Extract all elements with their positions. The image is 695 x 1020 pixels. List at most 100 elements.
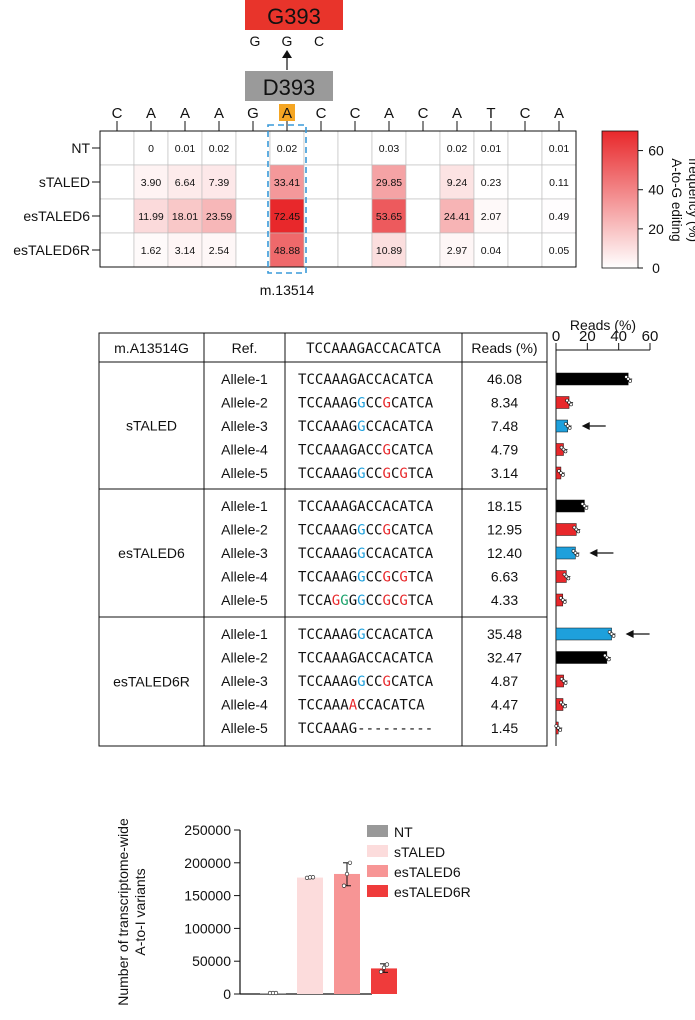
sequence-base: C xyxy=(391,466,399,482)
sequence-base: A xyxy=(340,372,349,388)
group-label: esTALED6R xyxy=(113,674,190,690)
sequence-base: A xyxy=(323,499,332,515)
sequence-base: G xyxy=(349,627,357,643)
sequence-base: T xyxy=(408,523,417,539)
sequence-base: C xyxy=(391,627,399,643)
sequence-base: C xyxy=(366,627,374,643)
sequence-base: A xyxy=(332,674,341,690)
sequence-base: C xyxy=(366,396,374,412)
heatmap-cell xyxy=(201,198,237,234)
heatmap-cell xyxy=(337,164,373,200)
reads-bar xyxy=(555,546,576,560)
variant-replicate-dot xyxy=(378,969,384,974)
sequence-base: G xyxy=(383,593,391,609)
allele-sequence: TCCAAAGACCACATCA xyxy=(298,651,434,667)
sequence-base: G xyxy=(247,105,259,122)
sequence-base: G xyxy=(383,396,391,412)
allele-arrow-head xyxy=(581,422,590,430)
sequence-base: C xyxy=(112,105,123,122)
heatmap-value: 3.90 xyxy=(141,177,162,189)
heatmap-cell xyxy=(507,164,543,200)
sequence-base: T xyxy=(298,419,307,435)
sequence-base: C xyxy=(366,674,374,690)
heatmap-value: 33.41 xyxy=(274,177,300,189)
sequence-base: C xyxy=(391,523,399,539)
sequence-base: T xyxy=(298,546,307,562)
variant-replicate-dot xyxy=(341,883,347,888)
sequence-base: C xyxy=(306,466,314,482)
allele-label: Allele-2 xyxy=(221,395,268,411)
sequence-base: C xyxy=(416,443,424,459)
sequence-base: C xyxy=(416,651,424,667)
sequence-base: C xyxy=(416,674,424,690)
variant-replicate-dot xyxy=(310,875,316,880)
allele-label: Allele-3 xyxy=(221,545,268,561)
bar-axis-tick-label: 0 xyxy=(552,328,560,345)
sequence-base: T xyxy=(408,593,417,609)
heatmap-cell xyxy=(133,130,169,166)
sequence-base: C xyxy=(416,419,424,435)
sequence-base: - xyxy=(383,721,391,737)
heatmap-value: 48.88 xyxy=(274,245,300,257)
heatmap-cell xyxy=(405,130,441,166)
heatmap-cell xyxy=(167,130,203,166)
y-axis-title-line2: A-to-I variants xyxy=(132,868,148,955)
codon-base-2: G xyxy=(282,33,293,49)
sequence-base: C xyxy=(391,593,399,609)
sequence-base: G xyxy=(357,396,365,412)
g393-label: G393 xyxy=(267,4,321,29)
sequence-base: T xyxy=(298,443,307,459)
allele-sequence: TCCAAAGGCCACATCA xyxy=(298,546,434,562)
sequence-base: T xyxy=(298,372,307,388)
sequence-base: C xyxy=(374,419,382,435)
allele-label: Allele-1 xyxy=(221,498,268,514)
heatmap-cell xyxy=(541,164,577,200)
sequence-base: G xyxy=(357,419,365,435)
sequence-base: A xyxy=(323,523,332,539)
sequence-base: G xyxy=(399,466,407,482)
heatmap-value: 0.11 xyxy=(549,177,569,189)
heatmap-cell xyxy=(439,198,475,234)
sequence-base: G xyxy=(349,570,357,586)
legend-label: esTALED6 xyxy=(394,864,461,880)
allele-label: Allele-4 xyxy=(221,442,268,458)
allele-label: Allele-5 xyxy=(221,592,268,608)
sequence-base: A xyxy=(340,546,349,562)
heatmap-value: 11.99 xyxy=(138,211,164,223)
heatmap-cell xyxy=(439,164,475,200)
reads-replicate-dot xyxy=(607,657,611,662)
heatmap-cell xyxy=(303,232,339,268)
reads-bar xyxy=(555,651,608,664)
sequence-base: A xyxy=(332,396,341,412)
target-site-dashed-box xyxy=(267,124,307,274)
sequence-base: C xyxy=(391,443,399,459)
sequence-base: T xyxy=(298,593,307,609)
sequence-base: A xyxy=(357,372,366,388)
sequence-base: C xyxy=(416,593,424,609)
sequence-base: A xyxy=(323,546,332,562)
allele-reads: 18.15 xyxy=(487,498,522,514)
sequence-base: A xyxy=(383,651,392,667)
colorbar-tick-label: 60 xyxy=(648,143,664,159)
y-tick-label: 50000 xyxy=(192,953,231,969)
sequence-base: A xyxy=(340,443,349,459)
sequence-base: A xyxy=(399,523,408,539)
sequence-base: T xyxy=(408,499,417,515)
sequence-base: G xyxy=(399,570,407,586)
variant-replicate-dot xyxy=(384,962,390,967)
reads-replicate-dot xyxy=(562,600,567,604)
heatmap-value: 6.64 xyxy=(175,177,196,189)
heatmap-value: 10.89 xyxy=(376,245,402,257)
sequence-base: C xyxy=(374,627,382,643)
sequence-base: A xyxy=(383,419,392,435)
heatmap-value: 0.23 xyxy=(481,177,502,189)
legend-label: esTALED6R xyxy=(394,884,471,900)
codon-base-1: G xyxy=(250,33,261,49)
sequence-base: A xyxy=(340,499,349,515)
variant-replicate-dot xyxy=(381,965,387,970)
sequence-base: - xyxy=(399,721,407,737)
sequence-base: T xyxy=(298,570,307,586)
reads-bar xyxy=(555,627,612,641)
sequence-base: A xyxy=(340,651,349,667)
